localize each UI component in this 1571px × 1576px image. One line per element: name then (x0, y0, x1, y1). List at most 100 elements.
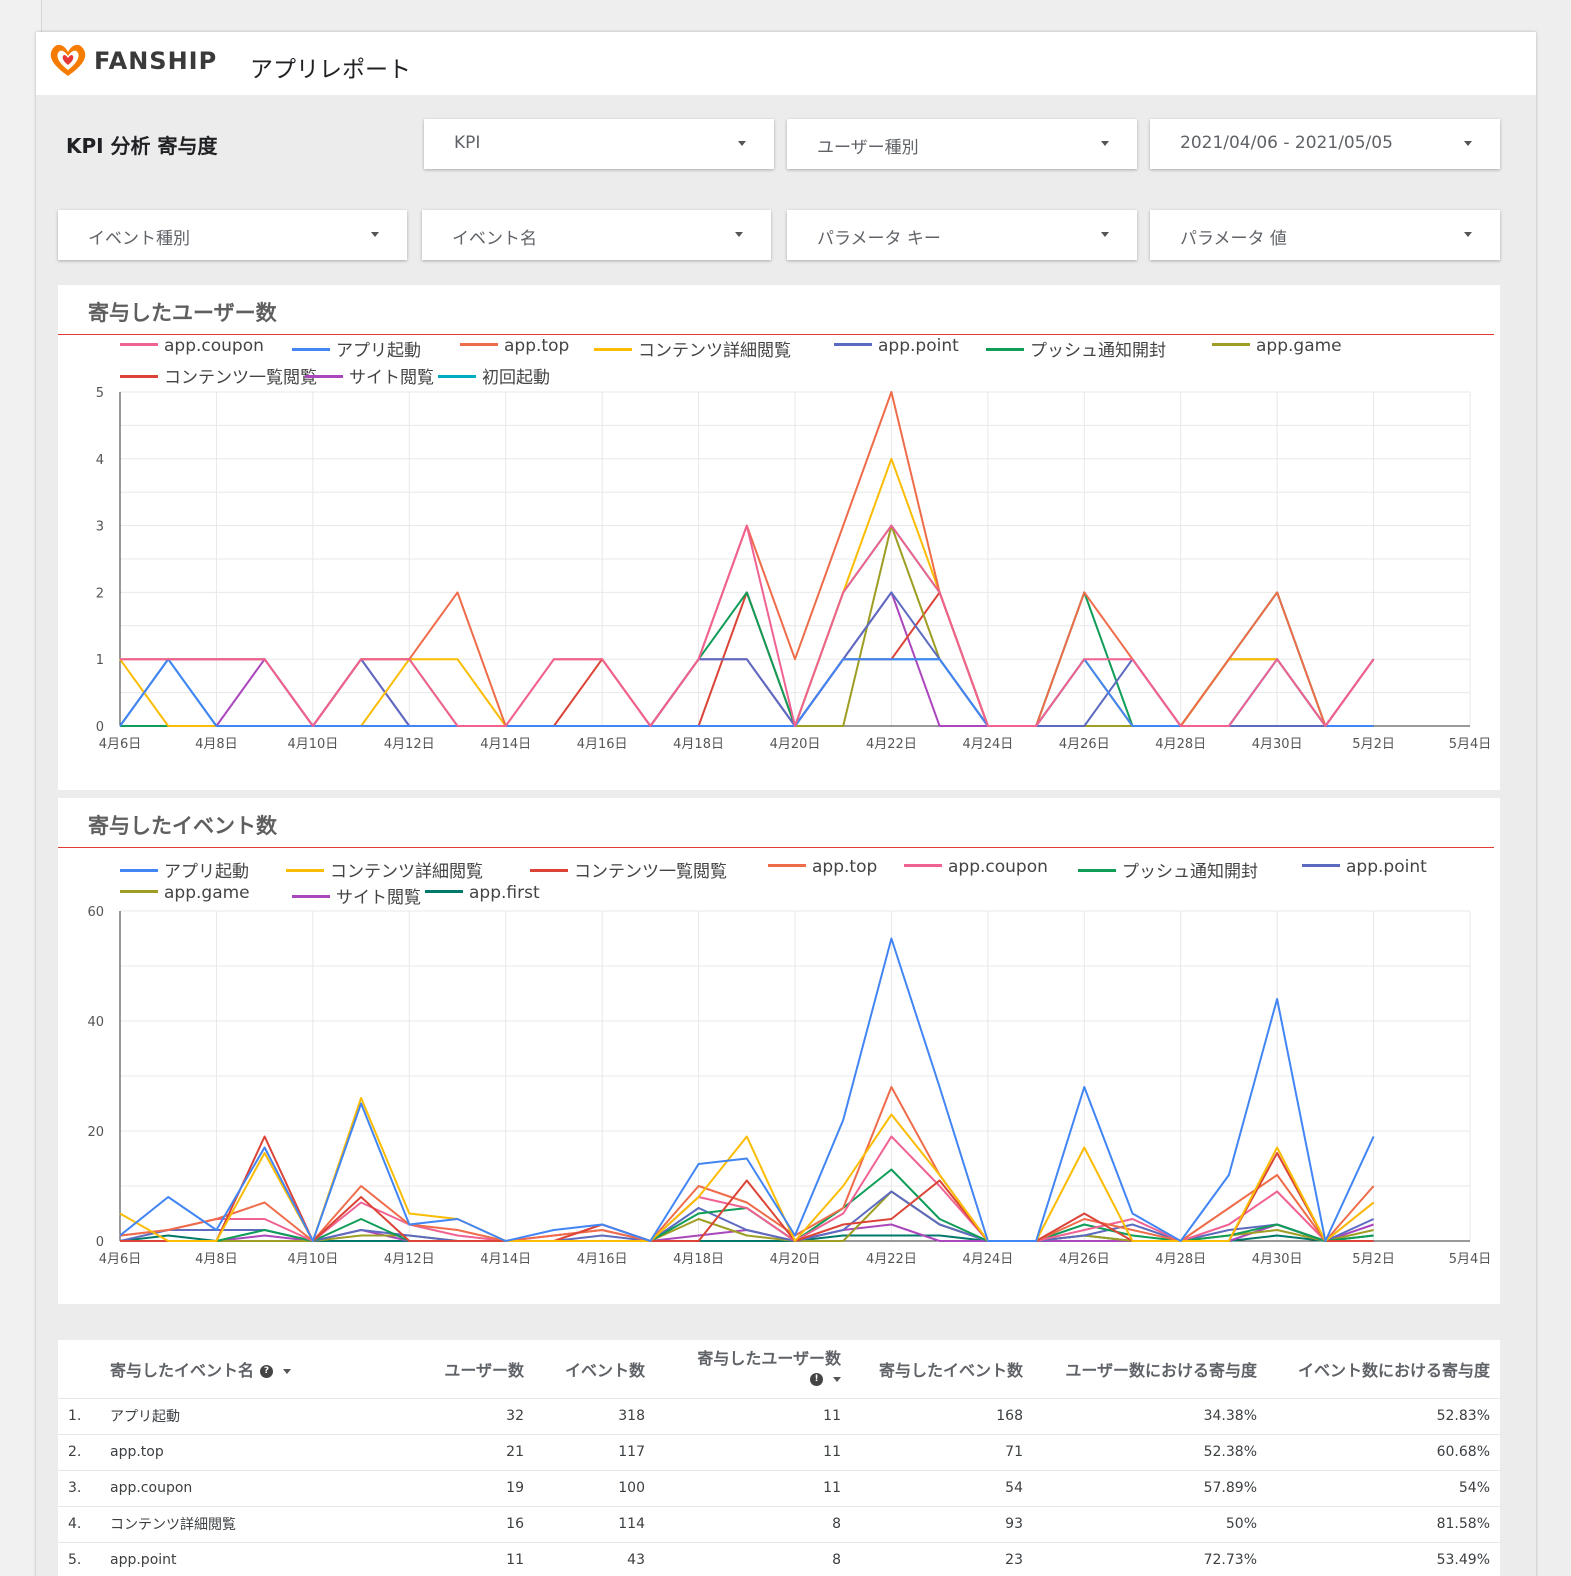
legend-swatch (305, 374, 343, 378)
chevron-down-icon (1464, 232, 1472, 237)
users-cell: 32 (410, 1397, 534, 1434)
event-name-header[interactable]: 寄与したイベント名? (110, 1340, 410, 1398)
table-row[interactable]: 5. app.point 11 43 8 23 72.73% 53.49% (58, 1541, 1500, 1576)
legend-label: app.top (504, 336, 570, 356)
legend-label: コンテンツ一覧閲覧 (574, 862, 727, 882)
legend-swatch (594, 347, 632, 351)
x-tick-label: 4月20日 (770, 737, 821, 752)
legend-item[interactable]: プッシュ通知開封 (1078, 857, 1258, 882)
legend-item[interactable]: app.first (425, 883, 540, 903)
x-tick-label: 5月2日 (1352, 737, 1395, 752)
legend-swatch (120, 374, 158, 378)
legend-item[interactable]: コンテンツ一覧閲覧 (120, 363, 317, 388)
legend-label: コンテンツ一覧閲覧 (164, 368, 317, 388)
legend-item[interactable]: app.point (1302, 857, 1427, 877)
user-ratio-header[interactable]: ユーザー数における寄与度 (1065, 1360, 1257, 1380)
contribution-table: 寄与したイベント名? ユーザー数 イベント数 寄与したユーザー数! 寄与したイベ… (58, 1340, 1500, 1576)
legend-item[interactable]: 初回起動 (438, 363, 550, 388)
x-tick-label: 4月24日 (962, 1252, 1013, 1267)
legend-item[interactable]: app.coupon (904, 857, 1048, 877)
legend-swatch (286, 868, 324, 872)
legend-swatch (1302, 863, 1340, 867)
legend-swatch (1078, 868, 1116, 872)
param-key-filter[interactable]: パラメータ キー (787, 210, 1137, 260)
sort-desc-icon (833, 1376, 841, 1382)
event-type-filter-label: イベント種別 (88, 229, 190, 249)
param-key-filter-label: パラメータ キー (817, 229, 941, 249)
event-name-cell: アプリ起動 (110, 1397, 410, 1434)
legend-swatch (530, 868, 568, 872)
legend-label: アプリ起動 (336, 341, 421, 361)
contrib-users-header[interactable]: 寄与したユーザー数! (655, 1340, 851, 1398)
contributed-events-chart-card: 寄与したイベント数 アプリ起動 コンテンツ詳細閲覧 コンテンツ一覧閲覧 app.top… (58, 798, 1500, 1304)
contrib-events-cell: 93 (851, 1505, 1033, 1542)
event-ratio-header[interactable]: イベント数における寄与度 (1297, 1360, 1490, 1380)
user-type-filter[interactable]: ユーザー種別 (787, 119, 1137, 169)
legend-item[interactable]: コンテンツ詳細閲覧 (286, 857, 483, 882)
x-tick-label: 4月12日 (384, 737, 435, 752)
contributed-events-line-chart: 0 20 40 60 4月6日 4月8日 4月10日 4月12日 4月14日 4月16日 4月18日… (87, 905, 1491, 1267)
user-ratio-cell: 50% (1033, 1505, 1267, 1542)
param-value-filter[interactable]: パラメータ 値 (1150, 210, 1500, 260)
contribution-table-card: 寄与したイベント名? ユーザー数 イベント数 寄与したユーザー数! 寄与したイベ… (58, 1340, 1500, 1576)
legend-item[interactable]: app.top (460, 336, 569, 356)
y-tick-label: 60 (87, 905, 104, 920)
table-row[interactable]: 1. アプリ起動 32 318 11 168 34.38% 52.83% (58, 1397, 1500, 1434)
table-row[interactable]: 4. コンテンツ詳細閲覧 16 114 8 93 50% 81.58% (58, 1505, 1500, 1542)
events-cell: 100 (534, 1469, 655, 1506)
param-value-filter-label: パラメータ 値 (1180, 229, 1287, 249)
events-header[interactable]: イベント数 (564, 1360, 645, 1380)
legend-item[interactable]: app.point (834, 336, 959, 356)
legend-item[interactable]: サイト閲覧 (292, 883, 421, 908)
legend-label: 初回起動 (482, 368, 550, 388)
legend-swatch (292, 347, 330, 351)
legend-item[interactable]: app.game (120, 883, 250, 903)
help-icon[interactable]: ? (260, 1364, 274, 1378)
table-row[interactable]: 3. app.coupon 19 100 11 54 57.89% 54% (58, 1469, 1500, 1506)
x-tick-label: 4月18日 (673, 1252, 724, 1267)
legend-item[interactable]: アプリ起動 (120, 857, 249, 882)
x-tick-label: 4月22日 (866, 737, 917, 752)
x-tick-label: 4月22日 (866, 1252, 917, 1267)
user-type-filter-label: ユーザー種別 (817, 138, 919, 158)
legend-swatch (120, 889, 158, 893)
contrib-users-cell: 11 (655, 1433, 851, 1470)
chevron-down-icon (738, 141, 746, 146)
event-type-filter[interactable]: イベント種別 (58, 210, 407, 260)
x-tick-label: 4月14日 (480, 737, 531, 752)
events-cell: 117 (534, 1433, 655, 1470)
legend-item[interactable]: app.coupon (120, 336, 264, 356)
event-name-filter[interactable]: イベント名 (422, 210, 771, 260)
contrib-users-cell: 8 (655, 1541, 851, 1576)
chart-title-rule (58, 847, 1494, 848)
legend-item[interactable]: app.top (768, 857, 877, 877)
user-ratio-cell: 34.38% (1033, 1397, 1267, 1434)
y-tick-label: 1 (96, 653, 104, 668)
x-tick-label: 4月30日 (1252, 1252, 1303, 1267)
row-index: 3. (58, 1469, 110, 1506)
x-tick-label: 4月30日 (1252, 737, 1303, 752)
users-header[interactable]: ユーザー数 (444, 1360, 524, 1380)
x-tick-label: 4月24日 (962, 737, 1013, 752)
chevron-down-icon (1464, 141, 1472, 146)
legend-item[interactable]: サイト閲覧 (305, 363, 434, 388)
event-ratio-cell: 53.49% (1267, 1541, 1500, 1576)
events-cell: 114 (534, 1505, 655, 1542)
date-range-filter[interactable]: 2021/04/06 - 2021/05/05 (1150, 119, 1500, 169)
legend-item[interactable]: プッシュ通知開封 (986, 336, 1166, 361)
kpi-filter[interactable]: KPI (424, 119, 774, 169)
legend-item[interactable]: コンテンツ一覧閲覧 (530, 857, 727, 882)
legend-swatch (768, 863, 806, 867)
legend-swatch (120, 342, 158, 346)
legend-label: app.point (1346, 857, 1427, 877)
user-ratio-cell: 72.73% (1033, 1541, 1267, 1576)
table-row[interactable]: 2. app.top 21 117 11 71 52.38% 60.68% (58, 1433, 1500, 1470)
legend-item[interactable]: アプリ起動 (292, 336, 421, 361)
info-icon[interactable]: ! (810, 1372, 823, 1386)
event-name-header-label: 寄与したイベント名 (110, 1360, 255, 1380)
contrib-events-header[interactable]: 寄与したイベント数 (878, 1360, 1023, 1380)
legend-item[interactable]: コンテンツ詳細閲覧 (594, 336, 791, 361)
x-tick-label: 5月2日 (1352, 1252, 1395, 1267)
x-tick-label: 4月6日 (99, 1252, 142, 1267)
legend-item[interactable]: app.game (1212, 336, 1342, 356)
